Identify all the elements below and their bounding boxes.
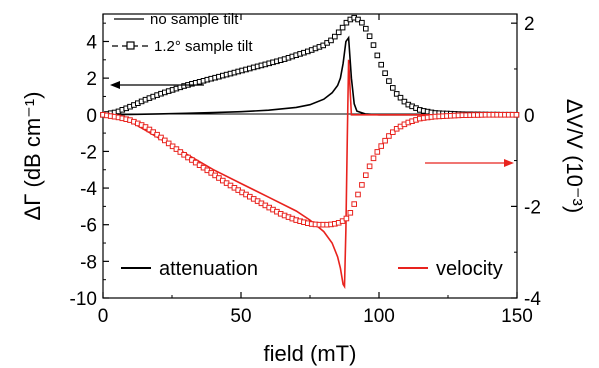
data-point bbox=[370, 155, 377, 162]
data-point bbox=[339, 24, 346, 31]
data-point bbox=[169, 143, 176, 150]
data-point bbox=[366, 33, 373, 40]
data-point bbox=[378, 61, 384, 68]
data-point bbox=[173, 146, 180, 152]
y-left-tick-label: -10 bbox=[70, 289, 97, 310]
y-left-tick-label: -6 bbox=[80, 216, 97, 237]
x-tick-label: 100 bbox=[363, 306, 395, 327]
y-right-tick-label: 0 bbox=[524, 106, 535, 127]
y-right-tick-label: -2 bbox=[524, 197, 541, 218]
data-point bbox=[335, 29, 342, 36]
right-axis-arrow bbox=[425, 159, 514, 167]
data-point bbox=[158, 134, 164, 141]
data-point bbox=[347, 210, 354, 216]
y-left-tick-label: -2 bbox=[80, 142, 97, 163]
data-point bbox=[370, 42, 377, 48]
series-markers-velocity-tilt bbox=[100, 112, 520, 228]
data-point bbox=[351, 201, 357, 207]
x-tick-label: 0 bbox=[98, 306, 109, 327]
data-point bbox=[390, 85, 396, 91]
x-tick-label: 150 bbox=[501, 306, 533, 327]
data-point bbox=[393, 91, 400, 97]
data-point bbox=[328, 37, 334, 44]
data-point bbox=[513, 112, 520, 118]
legend-marker-square bbox=[126, 41, 135, 50]
data-point bbox=[355, 16, 361, 23]
ticks: 0 50 100 150 -10 -8 -6 -4 -2 0 2 4 -4 -2 0 2 bbox=[70, 14, 541, 327]
data-point bbox=[363, 25, 369, 32]
data-point bbox=[397, 94, 404, 101]
data-point bbox=[378, 143, 384, 149]
y-left-tick-label: 4 bbox=[86, 32, 97, 53]
data-point bbox=[366, 163, 373, 170]
data-point bbox=[359, 182, 365, 188]
data-point bbox=[386, 133, 392, 139]
legend-top: no sample tilt 1.2° sample tilt bbox=[112, 11, 253, 55]
data-point bbox=[382, 70, 388, 77]
y-left-tick-label: -4 bbox=[80, 179, 97, 200]
y-right-axis-title: ΔV/V (10⁻³) bbox=[562, 99, 587, 213]
data-point bbox=[386, 78, 392, 84]
data-point bbox=[401, 98, 408, 105]
data-point bbox=[165, 140, 172, 147]
data-point bbox=[374, 149, 381, 155]
series-line-attenuation-no-tilt bbox=[102, 35, 517, 116]
data-point bbox=[343, 19, 350, 26]
y-left-tick-label: -8 bbox=[80, 252, 97, 273]
legend-label-tilt: 1.2° sample tilt bbox=[154, 38, 253, 55]
data-point bbox=[363, 172, 369, 178]
data-point bbox=[332, 33, 338, 40]
series-markers-attenuation-tilt bbox=[100, 14, 520, 118]
data-point bbox=[359, 19, 365, 26]
data-point bbox=[154, 131, 160, 138]
y-left-axis-title: ΔΓ (dB cm⁻¹) bbox=[20, 92, 45, 221]
data-point bbox=[390, 129, 396, 135]
plot-frame bbox=[102, 13, 518, 299]
left-axis-arrow bbox=[110, 81, 204, 89]
x-axis-title: field (mT) bbox=[264, 341, 357, 366]
data-point bbox=[162, 137, 168, 144]
data-point bbox=[382, 137, 388, 144]
data-point bbox=[343, 215, 350, 222]
series-layer bbox=[100, 14, 520, 290]
data-point bbox=[374, 52, 381, 59]
x-tick-label: 50 bbox=[230, 306, 251, 327]
legend-bottom: attenuation velocity bbox=[121, 258, 503, 280]
y-right-tick-label: 2 bbox=[524, 14, 535, 35]
legend-label-no-tilt: no sample tilt bbox=[150, 11, 239, 28]
y-left-tick-label: 0 bbox=[86, 106, 97, 127]
legend-attenuation-label: attenuation bbox=[159, 258, 258, 280]
y-right-tick-label: -4 bbox=[524, 289, 541, 310]
data-point bbox=[355, 191, 361, 198]
y-left-tick-label: 2 bbox=[86, 69, 97, 90]
data-point bbox=[177, 149, 184, 155]
legend-velocity-label: velocity bbox=[436, 258, 503, 280]
